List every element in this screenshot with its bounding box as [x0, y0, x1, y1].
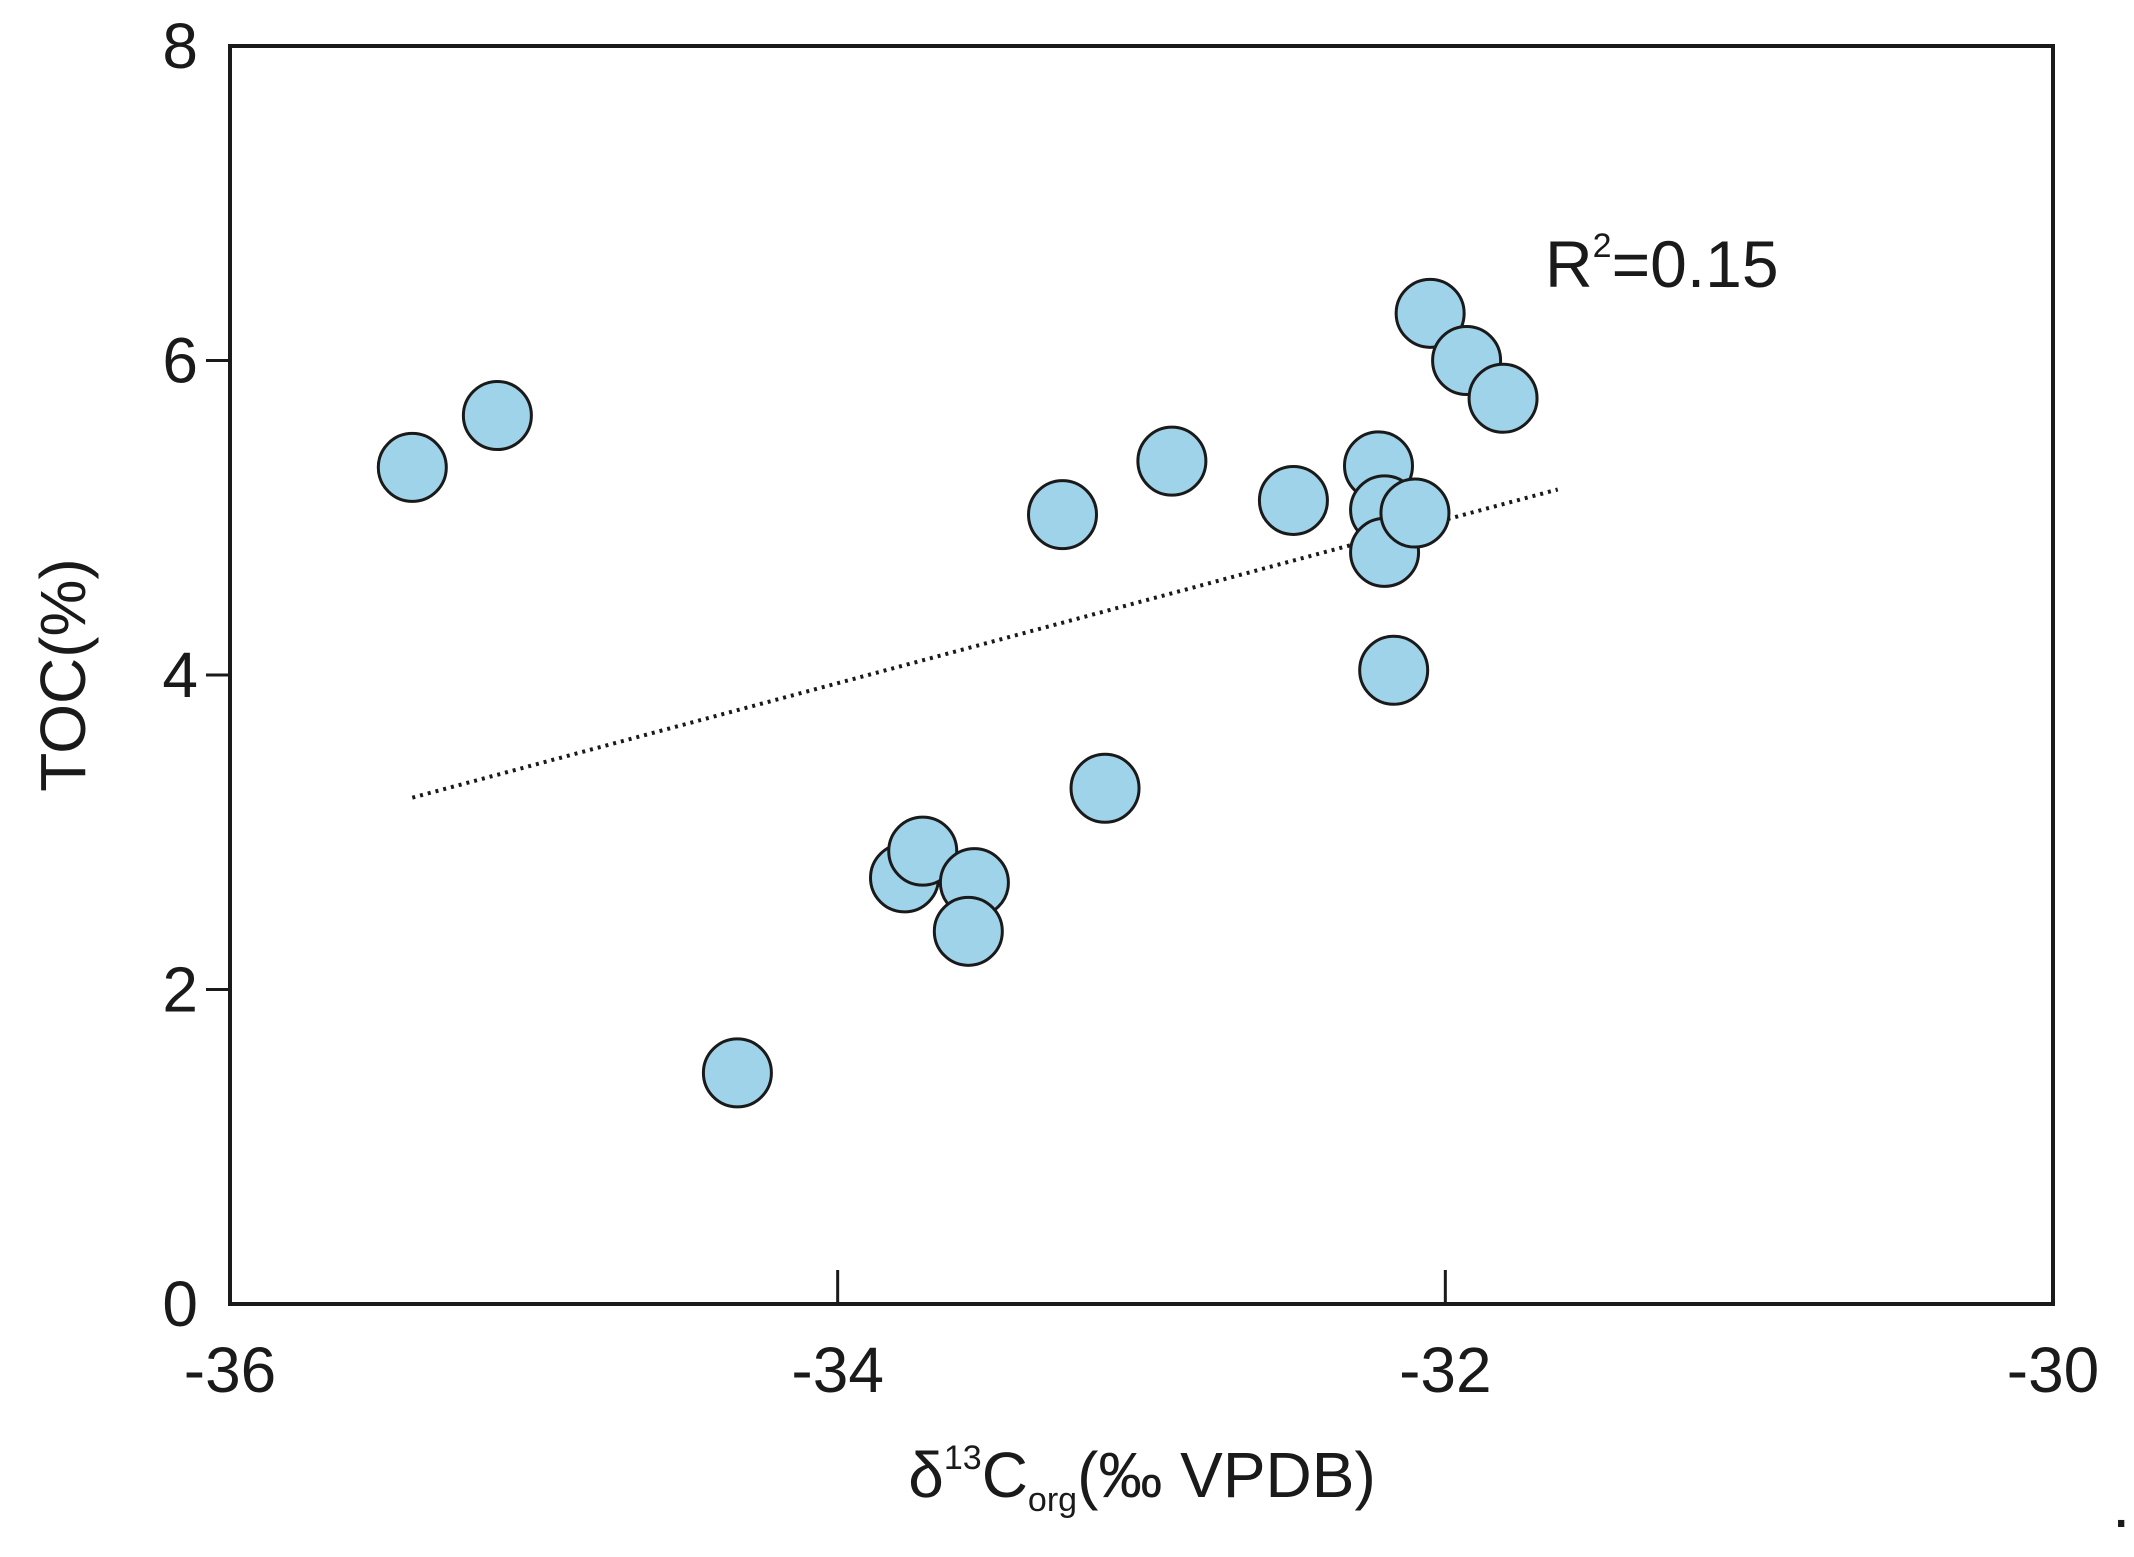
- y-tick-label-4: 4: [162, 639, 198, 711]
- x-title-delta: δ: [908, 1439, 944, 1511]
- data-point-5: [887, 815, 959, 887]
- x-tick-label-neg36: -36: [184, 1334, 277, 1406]
- r-value: =0.15: [1612, 227, 1779, 301]
- data-point-19: [1467, 362, 1539, 434]
- y-tick-label-0: 0: [162, 1268, 198, 1340]
- x-title-c: C: [982, 1439, 1028, 1511]
- x-axis-title: δ13Corg(‰ VPDB): [908, 1439, 1376, 1519]
- data-point-11: [1257, 464, 1329, 536]
- r-label: R: [1545, 227, 1593, 301]
- data-point-17: [1394, 277, 1466, 349]
- y-tick-label-2: 2: [162, 954, 198, 1026]
- data-point-8: [1027, 479, 1099, 551]
- x-title-sub: org: [1028, 1481, 1077, 1519]
- r-squared-annotation: R2=0.15: [1545, 227, 1779, 301]
- y-tick-label-6: 6: [162, 325, 198, 397]
- x-title-sup: 13: [944, 1439, 982, 1477]
- x-title-unit: (‰ VPDB): [1077, 1439, 1376, 1511]
- x-axis-ticks: -36 -34 -32 -30: [184, 1270, 2100, 1406]
- data-point-7: [932, 895, 1004, 967]
- y-axis-ticks: 0 2 4 6 8: [162, 10, 230, 1340]
- plot-frame: [228, 44, 2055, 1306]
- data-point-9: [1069, 752, 1141, 824]
- data-point-10: [1136, 425, 1208, 497]
- trendline: [411, 487, 1559, 800]
- trendline-group: [411, 487, 1559, 800]
- stray-dot: .: [2112, 1467, 2130, 1541]
- x-tick-label-neg32: -32: [1399, 1334, 1492, 1406]
- x-tick-label-neg34: -34: [791, 1334, 884, 1406]
- data-point-14: [1358, 634, 1430, 706]
- data-points: [376, 277, 1539, 1109]
- data-point-1: [376, 431, 448, 503]
- r-superscript: 2: [1593, 227, 1612, 265]
- y-tick-label-8: 8: [162, 10, 198, 82]
- x-tick-label-neg30: -30: [2007, 1334, 2100, 1406]
- y-axis-title: TOC(%): [27, 558, 99, 791]
- data-point-16: [1379, 477, 1451, 549]
- data-point-2: [461, 380, 533, 452]
- data-point-3: [701, 1037, 773, 1109]
